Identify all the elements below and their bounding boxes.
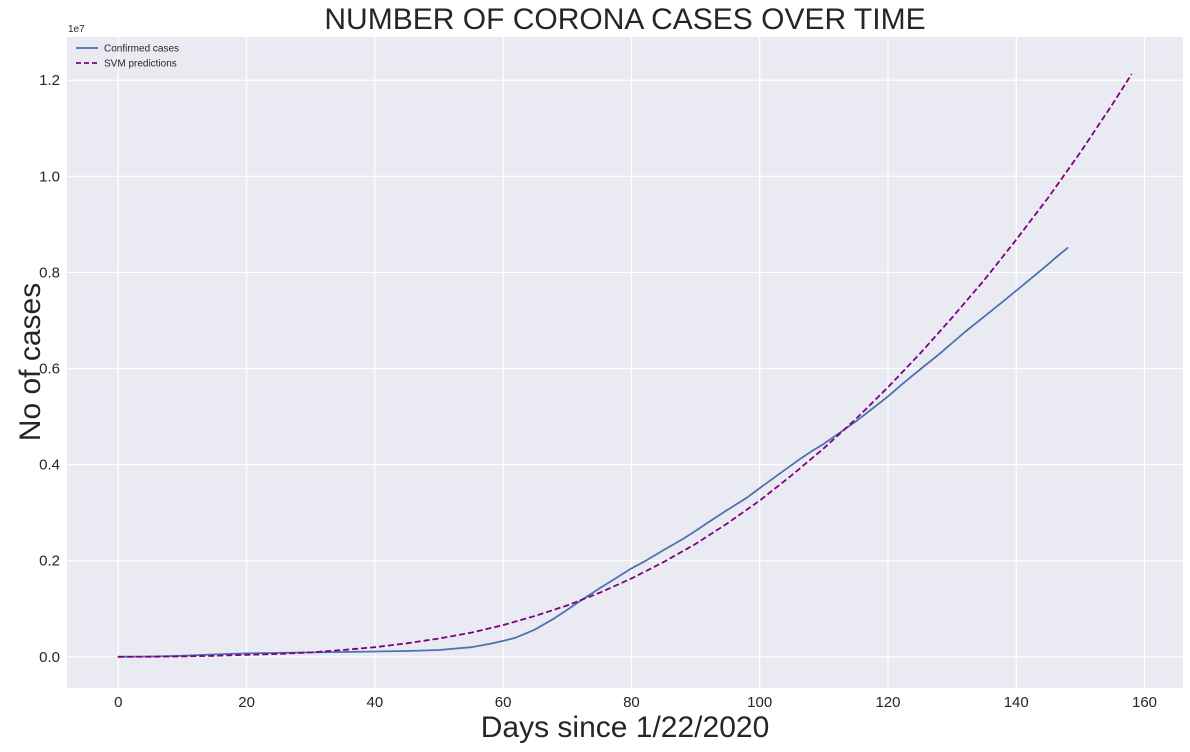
x-tick-label: 0 — [114, 694, 122, 711]
x-tick-label: 60 — [495, 694, 512, 711]
y-tick-label: 1.0 — [39, 168, 60, 185]
x-axis-label: Days since 1/22/2020 — [481, 711, 770, 744]
y-tick-label: 0.4 — [39, 457, 60, 474]
legend-label: SVM predictions — [104, 59, 177, 70]
y-tick-label: 0.2 — [39, 553, 60, 570]
x-tick-label: 120 — [875, 694, 900, 711]
x-tick-label: 20 — [238, 694, 255, 711]
x-tick-label: 80 — [623, 694, 640, 711]
chart-title: NUMBER OF CORONA CASES OVER TIME — [324, 3, 925, 36]
y-tick-label: 0.6 — [39, 361, 60, 378]
plot-area — [67, 37, 1183, 688]
series-line-confirmed-cases — [117, 246, 1069, 658]
y-tick-label: 0.8 — [39, 264, 60, 281]
series-line-svm-predictions — [118, 73, 1133, 658]
x-tick-label: 40 — [367, 694, 384, 711]
y-scale-label: 1e7 — [68, 24, 85, 35]
x-tick-label: 100 — [747, 694, 772, 711]
x-tick-label: 140 — [1004, 694, 1029, 711]
y-tick-label: 0.0 — [39, 649, 60, 666]
y-axis-label: No of cases — [14, 283, 47, 441]
legend-label: Confirmed cases — [104, 44, 179, 55]
y-tick-label: 1.2 — [39, 72, 60, 89]
x-tick-label: 160 — [1132, 694, 1157, 711]
